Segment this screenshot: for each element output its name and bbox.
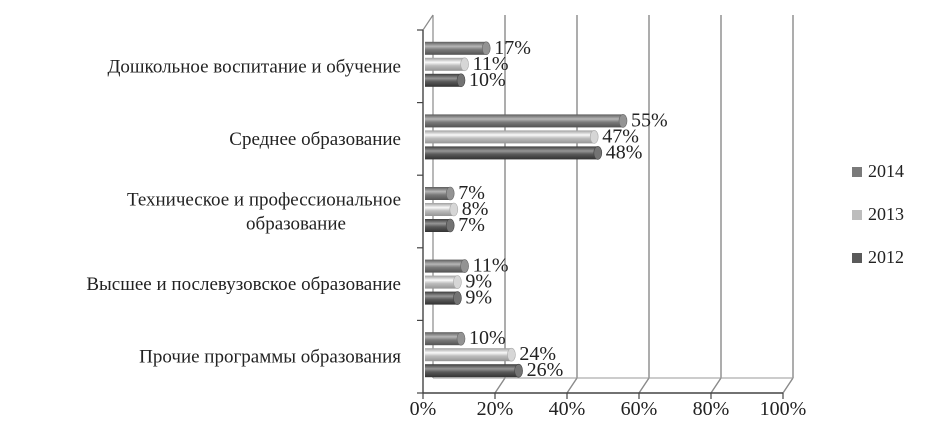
bar-end-cap (593, 146, 603, 160)
bar-2014 (425, 186, 455, 201)
bar-end-cap (507, 347, 516, 362)
bar-end-cap (618, 114, 628, 128)
bar-end-cap (481, 41, 491, 56)
data-label: 8% (462, 198, 489, 220)
bar-end-cap (445, 186, 455, 201)
bar-body (425, 146, 598, 160)
bar-body (425, 259, 465, 273)
category-label: Дошкольное воспитание и обучение (107, 56, 401, 77)
data-label: 9% (465, 271, 492, 293)
bar-body (425, 41, 487, 55)
data-label: 47% (602, 125, 639, 147)
x-tick-label: 60% (621, 398, 658, 418)
data-label: 26% (527, 359, 564, 381)
bar-end-cap (589, 130, 599, 144)
bar-end-cap (514, 363, 523, 378)
bar-end-cap (456, 331, 466, 346)
bar-body (425, 291, 458, 305)
bar-body (425, 73, 461, 87)
data-label: 48% (606, 141, 643, 163)
bar-end-cap (445, 218, 455, 233)
legend-swatch-2012 (852, 253, 862, 263)
bar-body (425, 187, 451, 200)
bar-end-cap (453, 275, 462, 289)
data-label: 17% (494, 37, 531, 59)
bar-2014 (425, 331, 466, 346)
data-label: 55% (631, 109, 668, 131)
bar-2014 (425, 41, 491, 56)
data-label: 11% (473, 53, 509, 75)
bar-body (425, 130, 595, 144)
bar-end-cap (460, 259, 469, 273)
x-tick-label: 20% (477, 398, 514, 418)
bar-end-cap (456, 73, 466, 88)
data-label: 11% (473, 255, 509, 277)
bar-2013 (425, 347, 516, 362)
bar-2013 (425, 202, 459, 217)
bar-body (425, 57, 465, 71)
x-tick-label: 80% (693, 398, 730, 418)
category-label: Среднее образование (229, 129, 401, 150)
bar-body (425, 275, 458, 289)
bar-2014 (425, 114, 628, 128)
gridline-floor (638, 377, 650, 394)
bar-2013 (425, 57, 469, 72)
bar-2014 (425, 259, 469, 273)
gridline-floor (494, 377, 506, 394)
gridline-floor (782, 377, 794, 394)
bar-body (425, 348, 512, 362)
data-label: 7% (458, 214, 485, 236)
gridline-floor (566, 377, 578, 394)
data-label: 24% (519, 343, 556, 365)
x-tick-label: 100% (760, 398, 807, 418)
bar-body (425, 332, 461, 346)
bar-2012 (425, 146, 603, 160)
data-label: 10% (469, 327, 506, 349)
bar-end-cap (460, 57, 469, 72)
legend-label-2013: 2013 (868, 204, 904, 224)
bar-end-cap (449, 202, 459, 217)
data-label: 9% (465, 287, 492, 309)
bar-body (425, 114, 623, 128)
bar-2013 (425, 130, 599, 144)
bar-2013 (425, 275, 462, 289)
category-label: Прочие программы образования (139, 347, 401, 368)
bar-2012 (425, 218, 455, 233)
back-wall-top-edge (422, 14, 434, 31)
bar-end-cap (453, 291, 462, 305)
category-label: Высшее и послевузовское образование (86, 274, 401, 295)
bar-body (425, 364, 519, 378)
legend-swatch-2014 (852, 167, 862, 177)
category-label: Техническое и профессиональное (127, 190, 401, 211)
legend-swatch-2013 (852, 210, 862, 220)
bar-2012 (425, 73, 466, 88)
category-label: образование (246, 214, 346, 235)
bar-2012 (425, 363, 523, 378)
x-tick-label: 40% (549, 398, 586, 418)
data-label: 7% (458, 182, 485, 204)
bar-body (425, 203, 454, 216)
legend-label-2014: 2014 (868, 161, 904, 181)
bar-body (425, 219, 451, 232)
x-tick-label: 0% (410, 398, 437, 418)
gridline-floor (710, 377, 722, 394)
bar-2012 (425, 291, 462, 305)
data-label: 10% (469, 69, 506, 91)
legend-label-2012: 2012 (868, 247, 904, 267)
